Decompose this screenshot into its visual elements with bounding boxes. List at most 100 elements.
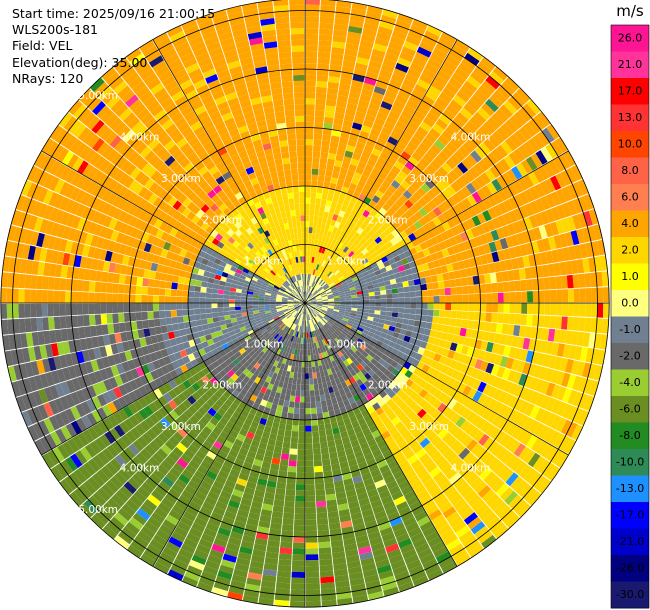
gate-cell — [307, 355, 312, 362]
gate-cell — [252, 308, 259, 312]
gate-cell — [287, 322, 293, 328]
gate-cell — [499, 104, 514, 119]
gate-cell — [166, 362, 175, 373]
gate-cell — [317, 278, 323, 284]
gate-cell — [312, 157, 320, 164]
gate-cell — [88, 372, 98, 385]
gate-cell — [236, 316, 243, 322]
gate-cell — [463, 337, 471, 347]
gate-cell — [350, 158, 360, 167]
gate-cell — [275, 582, 291, 590]
gate-cell — [474, 303, 481, 312]
gate-cell — [39, 345, 48, 359]
gate-cell — [478, 84, 493, 99]
gate-cell — [316, 186, 323, 194]
gate-cell — [305, 156, 313, 163]
gate-cell — [442, 506, 457, 519]
gate-cell — [138, 397, 148, 409]
gate-cell — [422, 116, 436, 128]
gate-cell — [334, 301, 341, 303]
gate-cell — [224, 336, 232, 343]
gate-cell — [480, 340, 489, 351]
gate-cell — [195, 343, 204, 351]
gate-cell — [491, 251, 500, 263]
gate-cell — [385, 116, 398, 126]
gate-cell — [422, 168, 433, 179]
gate-cell — [372, 122, 383, 132]
gate-cell — [344, 274, 351, 280]
gate-cell — [440, 265, 448, 274]
gate-cell — [491, 343, 500, 354]
gate-cell — [362, 329, 370, 335]
gate-cell — [92, 383, 102, 396]
gate-cell — [253, 346, 260, 353]
gate-cell — [480, 56, 496, 71]
gate-cell — [296, 378, 301, 385]
gate-cell — [143, 354, 153, 364]
gate-cell — [293, 342, 297, 349]
gate-cell — [585, 303, 592, 318]
gate-cell — [196, 388, 205, 397]
gate-cell — [320, 310, 327, 314]
gate-cell — [97, 420, 109, 434]
gate-cell — [164, 296, 171, 303]
gate-cell — [397, 440, 409, 450]
gate-cell — [335, 184, 343, 192]
gate-cell — [343, 417, 352, 426]
gate-cell — [317, 252, 322, 259]
gate-cell — [240, 296, 247, 300]
gate-cell — [99, 249, 108, 261]
gate-cell — [339, 323, 346, 329]
gate-cell — [344, 175, 353, 183]
gate-cell — [270, 352, 276, 359]
gate-cell — [603, 303, 610, 318]
gate-cell — [246, 450, 257, 459]
gate-cell — [81, 387, 92, 401]
gate-cell — [96, 394, 107, 407]
gate-cell — [378, 425, 388, 435]
gate-cell — [24, 289, 31, 303]
velocity-gates — [0, 0, 610, 608]
gate-cell — [127, 359, 136, 371]
gate-cell — [43, 262, 51, 277]
gate-cell — [144, 261, 153, 271]
gate-cell — [394, 421, 405, 431]
gate-cell — [395, 475, 408, 486]
gate-cell — [386, 298, 393, 303]
gate-cell — [168, 399, 178, 410]
gate-cell — [214, 353, 222, 361]
gate-cell — [374, 236, 383, 244]
gate-cell — [341, 281, 348, 287]
gate-cell — [306, 314, 308, 321]
gate-cell — [310, 300, 317, 302]
gate-cell — [350, 389, 358, 397]
gate-cell — [201, 570, 217, 582]
gate-cell — [462, 209, 472, 221]
gate-cell — [59, 290, 66, 303]
gate-cell — [273, 315, 279, 319]
gate-cell — [176, 289, 183, 297]
gate-cell — [319, 312, 325, 317]
gate-cell — [404, 420, 415, 430]
gate-cell — [305, 519, 317, 526]
gate-cell — [173, 462, 185, 474]
gate-cell — [277, 310, 284, 314]
gate-cell — [518, 373, 528, 387]
gate-cell — [364, 164, 374, 173]
gate-cell — [429, 487, 443, 499]
gate-cell — [316, 305, 323, 308]
gate-cell — [380, 244, 389, 252]
gate-cell — [246, 297, 253, 301]
gate-cell — [305, 256, 308, 263]
gate-cell — [414, 510, 428, 522]
gate-cell — [534, 198, 545, 213]
gate-cell — [328, 244, 334, 251]
gate-cell — [141, 303, 148, 312]
gate-cell — [336, 0, 352, 9]
gate-cell — [321, 253, 327, 261]
gate-cell — [324, 314, 331, 319]
gate-cell — [212, 283, 220, 290]
gate-cell — [228, 299, 235, 303]
gate-cell — [514, 280, 522, 292]
gate-cell — [550, 191, 562, 206]
